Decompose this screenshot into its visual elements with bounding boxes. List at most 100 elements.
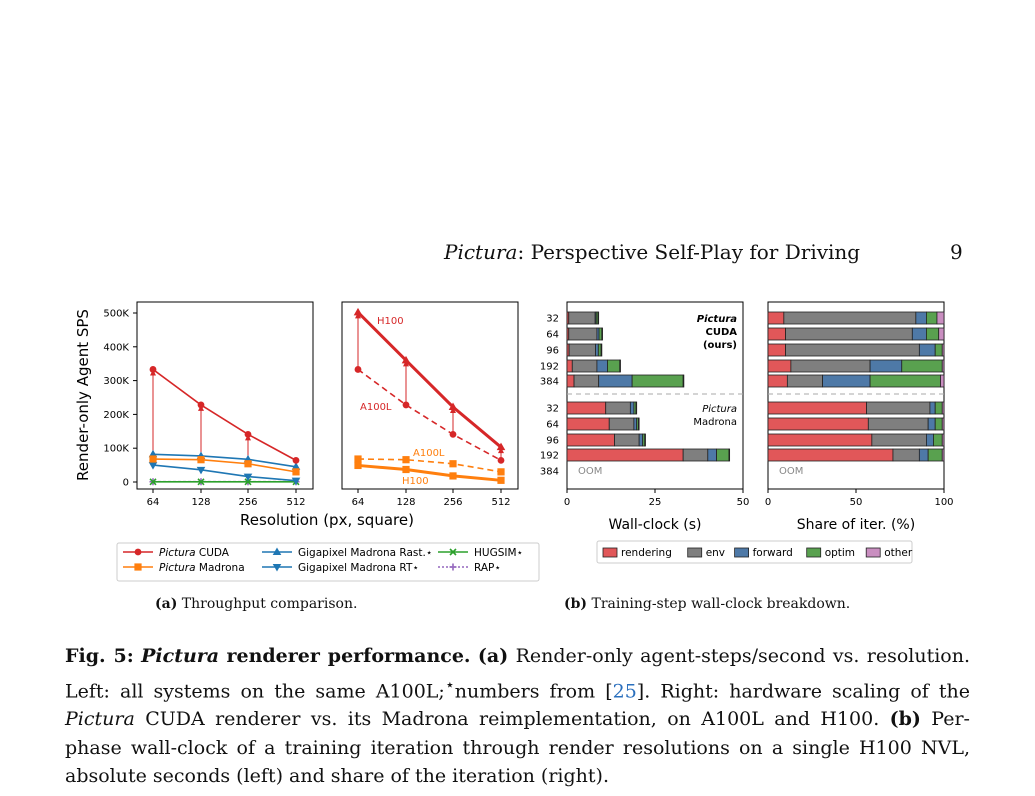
chart-b-left: 32 64 96 192 384 32 64 96 192 384 0 25 50 Pictura C…	[540, 301, 749, 508]
subcaption-b-label: (b)	[564, 596, 588, 612]
data-point	[244, 460, 252, 468]
caption-title-italic: Pictura	[141, 645, 220, 667]
data-point	[197, 401, 205, 409]
page-number: 9	[950, 240, 963, 264]
bar-segment	[867, 417, 929, 431]
bar-segment	[566, 433, 615, 447]
group1-label-2: CUDA	[706, 327, 738, 338]
data-point	[402, 465, 410, 474]
bar-segment	[635, 401, 638, 415]
bar-segment	[941, 417, 945, 431]
oom-left: OOM	[578, 466, 602, 477]
annot-a100l-orange: A100L	[413, 448, 445, 459]
running-header: Pictura: Perspective Self-Play for Drivi…	[444, 240, 860, 264]
xtick-label: 25	[649, 497, 662, 508]
bar-segment	[568, 311, 596, 325]
bar-segment	[573, 374, 600, 388]
bar-segment	[918, 448, 929, 462]
xtick-label: 128	[191, 497, 210, 508]
subcaption-b-text: Training-step wall-clock breakdown.	[591, 596, 851, 612]
bar-segment	[767, 417, 869, 431]
category-label: 64	[546, 330, 559, 341]
series-line	[357, 463, 502, 482]
legend-a: Pictura CUDA Pictura Madrona Gigapixel Mad…	[116, 542, 540, 582]
xtick-label: 64	[352, 497, 365, 508]
bar-segment	[707, 448, 717, 462]
series-line	[152, 464, 297, 482]
bar-segment	[941, 433, 945, 447]
data-point	[243, 473, 253, 482]
bar-segment	[601, 327, 603, 341]
data-point	[291, 462, 301, 470]
data-point	[244, 478, 252, 486]
category-label: 32	[546, 404, 559, 415]
bar-segment	[568, 343, 596, 357]
data-point	[449, 472, 457, 480]
bar-segment	[934, 343, 943, 357]
header-rest: : Perspective Self-Play for Driving	[517, 240, 861, 264]
data-point	[449, 460, 457, 468]
legend-label: Gigapixel Madrona Rast.⋆	[298, 547, 432, 559]
bar-segment	[597, 343, 602, 357]
citation-link[interactable]: 25	[612, 679, 637, 702]
bar-segment	[619, 359, 621, 373]
bar-segment	[607, 359, 621, 373]
series-line	[357, 458, 502, 473]
bar-segment	[869, 374, 941, 388]
legend-swatch	[602, 547, 618, 558]
data-point	[354, 455, 362, 463]
data-point	[449, 430, 457, 438]
ytick-label: 400K	[103, 342, 129, 353]
bar-segment	[767, 433, 873, 447]
category-label: 384	[540, 467, 559, 478]
xlabel-a: Resolution (px, square)	[240, 511, 414, 529]
category-label: 96	[546, 346, 559, 357]
legend-swatch	[806, 547, 822, 558]
bar-segment	[785, 343, 920, 357]
legend-label: HUGSIM⋆	[474, 547, 523, 559]
bar-segment	[927, 448, 943, 462]
bar-segment	[767, 311, 785, 325]
data-point	[353, 307, 363, 316]
legend-label: optim	[825, 547, 855, 559]
data-point	[497, 476, 505, 484]
bar-segment	[941, 359, 945, 373]
series-line	[357, 368, 502, 462]
xtick-label: 128	[396, 497, 415, 508]
legend-label: other	[884, 547, 913, 559]
bar-segment	[566, 359, 573, 373]
bar-segment	[600, 343, 603, 357]
bar-segment	[644, 433, 646, 447]
bar-segment	[941, 448, 945, 462]
bar-segment	[927, 417, 936, 431]
bar-segment	[783, 311, 917, 325]
data-point	[149, 366, 157, 373]
data-point	[497, 468, 505, 476]
subcaption-a-text: Throughput comparison.	[181, 596, 358, 612]
bar-segment	[767, 359, 792, 373]
ytick-label: 0	[123, 478, 129, 489]
bar-segment	[940, 374, 945, 388]
data-point	[291, 477, 301, 486]
legend-label: Pictura CUDA	[159, 547, 230, 559]
caption-star-text: numbers from	[454, 679, 596, 702]
data-point	[244, 430, 252, 438]
legend-b: rendering env forward optim other	[596, 540, 913, 564]
xtick-label: 100	[934, 497, 953, 508]
subcaption-b: (b) Training-step wall-clock breakdown.	[564, 596, 850, 612]
bar-segment	[901, 359, 943, 373]
caption-a-text: Render-only agent-steps/second vs. resol…	[65, 645, 971, 702]
bar-segment	[911, 327, 927, 341]
xtick-label: 64	[147, 497, 160, 508]
data-point	[402, 401, 410, 409]
data-point	[197, 478, 205, 486]
legend-marker	[449, 548, 457, 556]
xtick-label: 512	[286, 497, 305, 508]
xtick-label: 0	[564, 497, 570, 508]
bar-segment	[934, 401, 943, 415]
legend-marker	[272, 564, 282, 572]
bar-segment	[566, 448, 684, 462]
legend-label: RAP⋆	[474, 562, 501, 574]
